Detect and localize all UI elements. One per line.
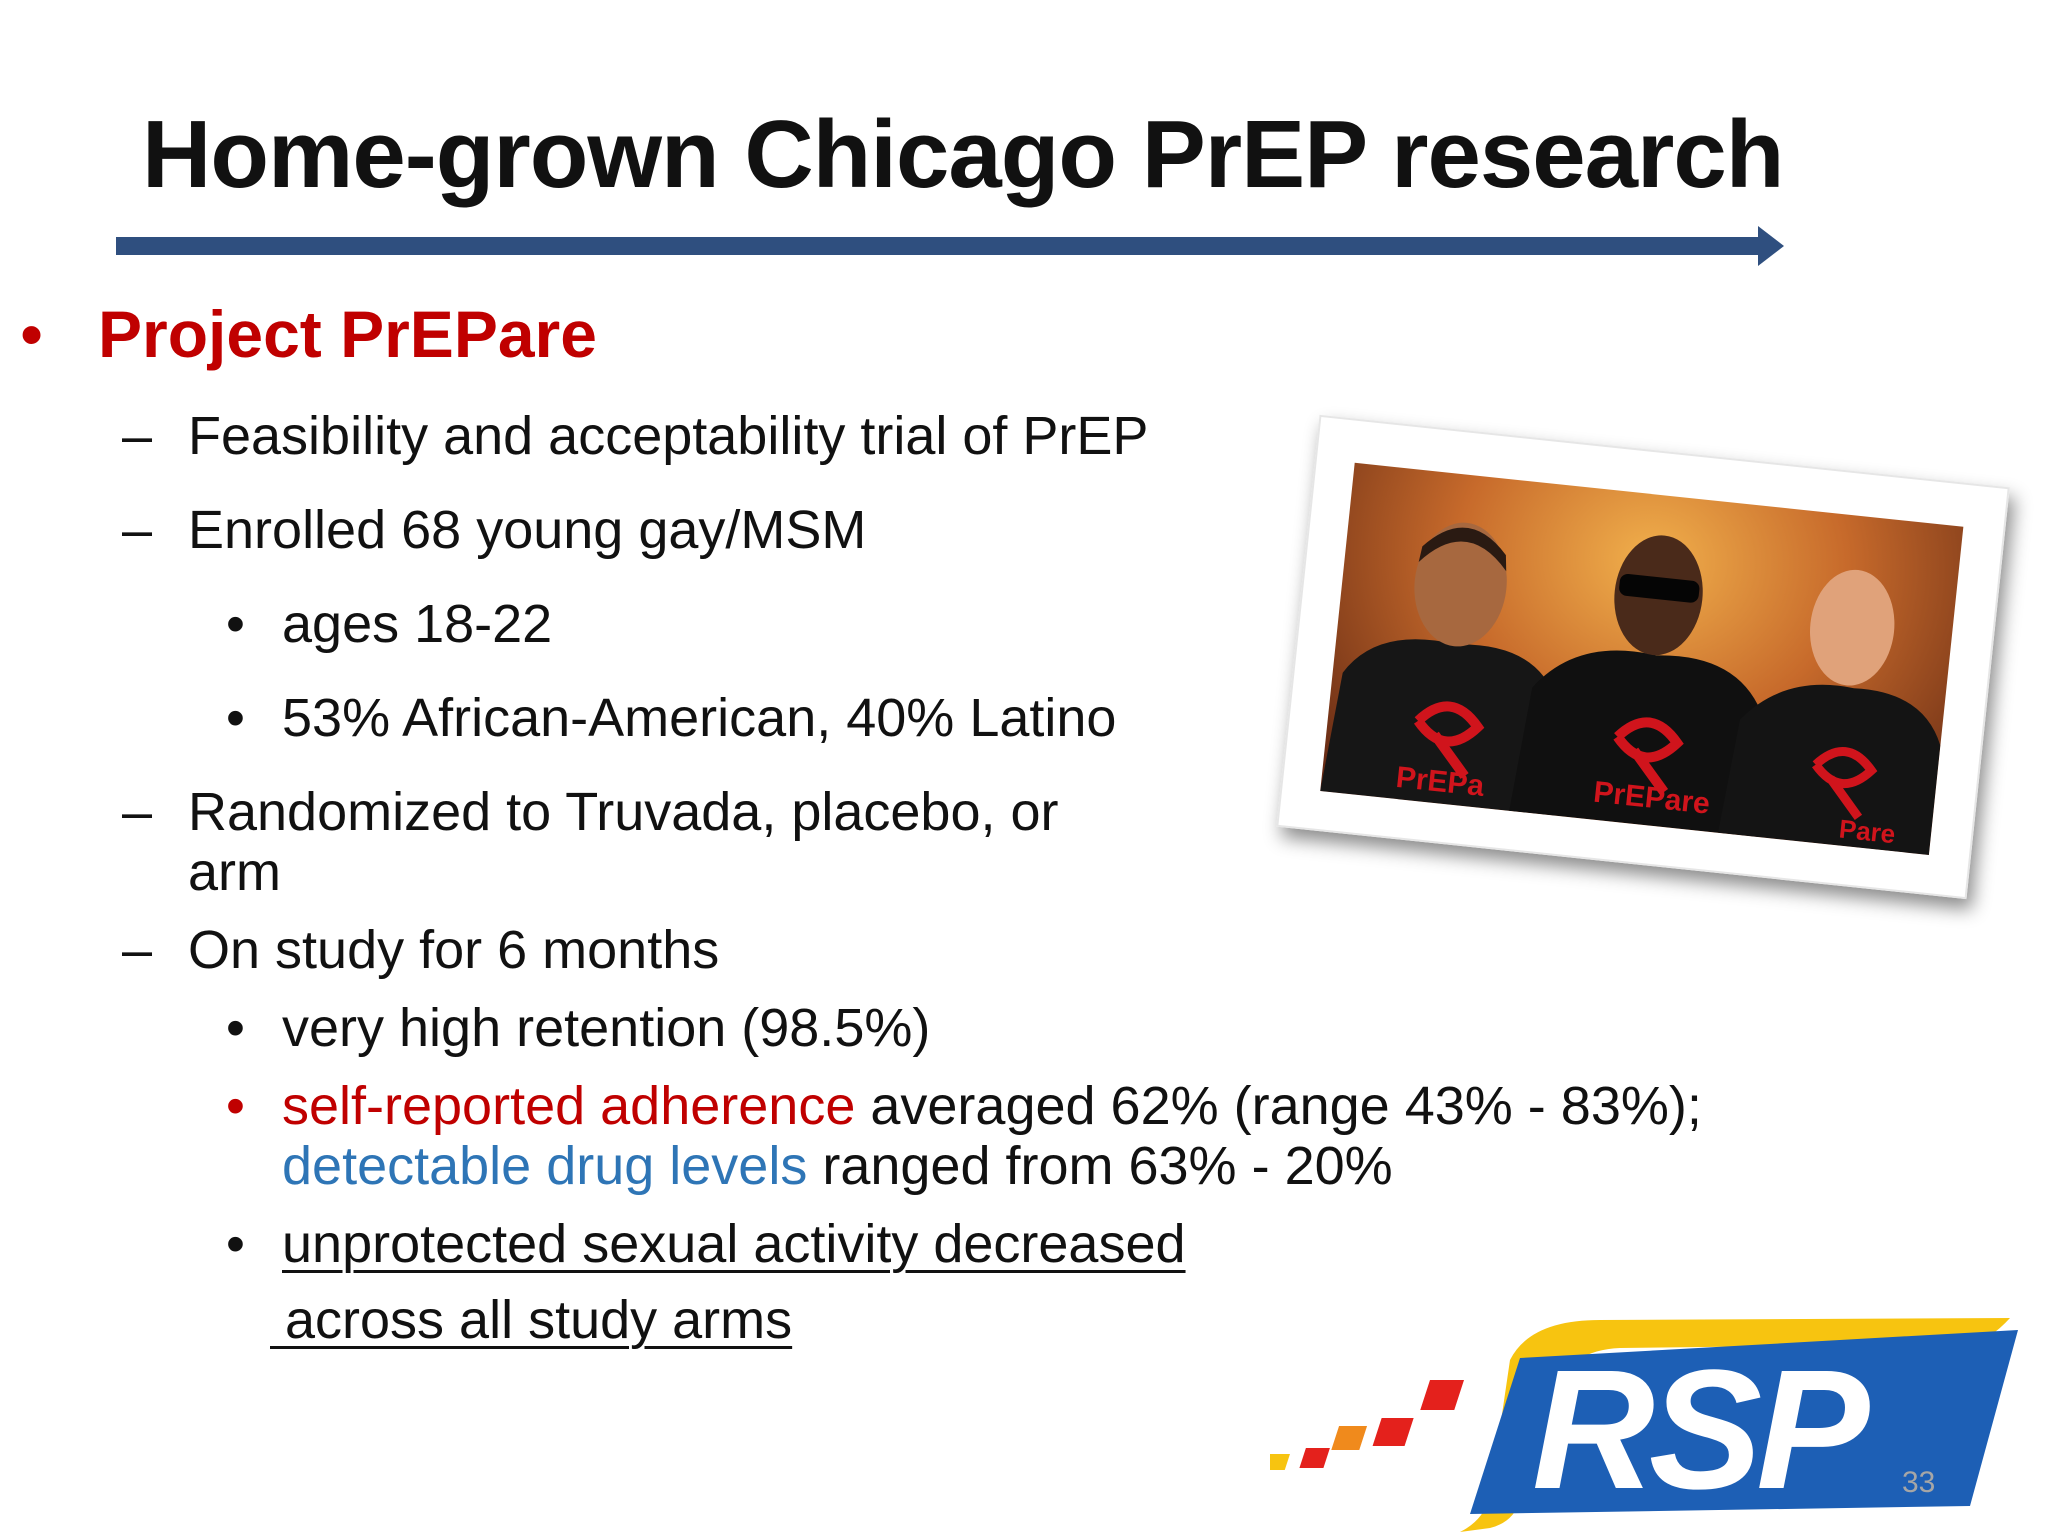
bullet-dot: •: [226, 1214, 245, 1274]
shirt-text-right: Pare: [1838, 814, 1897, 850]
item-text-continued: arm: [188, 842, 281, 902]
photo-people-illustration: PrEPa PrEPare Pare: [1320, 522, 1941, 855]
person-middle-body: [1509, 650, 1761, 837]
logo-text: RSP: [1532, 1335, 1870, 1525]
bullet-dot: •: [226, 1076, 245, 1136]
dash-marker: –: [122, 406, 153, 466]
logo-square: [1331, 1426, 1368, 1450]
underlined-text: unprotected sexual activity decreased: [282, 1214, 1186, 1274]
arrow-head: [1758, 226, 1784, 266]
arrow-shaft: [116, 237, 1762, 255]
dash-marker: –: [122, 782, 153, 842]
photo-frame: PrEPa PrEPare Pare: [1276, 414, 2010, 900]
underlined-text-continued: across all study arms: [270, 1290, 793, 1350]
person-left-head: [1414, 522, 1507, 647]
page-number: 33: [1902, 1466, 1936, 1499]
logo-square: [1372, 1418, 1414, 1446]
bullet-dot: •: [226, 688, 245, 748]
item-text: self-reported adherence averaged 62% (ra…: [282, 1076, 1702, 1136]
item-text: very high retention (98.5%): [282, 998, 931, 1058]
item-text: Enrolled 68 young gay/MSM: [188, 500, 867, 560]
highlight-blue-text: detectable drug levels: [282, 1136, 808, 1196]
logo-square: [1299, 1448, 1330, 1468]
item-text-part: ranged from 63% - 20%: [807, 1136, 1393, 1196]
item-text: ages 18-22: [282, 594, 553, 654]
item-text: 53% African-American, 40% Latino: [282, 688, 1117, 748]
bullet-dot: •: [226, 594, 245, 654]
highlight-red-text: self-reported adherence: [282, 1076, 856, 1136]
dash-marker: –: [122, 500, 153, 560]
item-text: Randomized to Truvada, placebo, or: [188, 782, 1059, 842]
logo-blue-block: [1470, 1330, 2018, 1514]
bullet-dot: •: [20, 297, 44, 371]
bullet-dot: •: [226, 998, 245, 1058]
dash-marker: –: [122, 920, 153, 980]
person-left-body: [1320, 639, 1557, 816]
title-arrow-rule: [116, 226, 1784, 266]
slide-title: Home-grown Chicago PrEP research: [142, 101, 1784, 208]
person-right-body: [1718, 684, 1941, 855]
logo-square: [1270, 1454, 1290, 1470]
rsp-logo: RSP: [1270, 1318, 2018, 1532]
group-photo: PrEPa PrEPare Pare: [1320, 462, 1964, 855]
item-text: Feasibility and acceptability trial of P…: [188, 406, 1149, 466]
item-text-part: averaged 62% (range 43% - 83%);: [855, 1076, 1702, 1136]
item-text: On study for 6 months: [188, 920, 720, 980]
person-right-head: [1810, 569, 1895, 686]
item-text-continued: detectable drug levels ranged from 63% -…: [282, 1136, 1393, 1196]
logo-square: [1420, 1380, 1465, 1410]
main-bullet-text: Project PrEPare: [98, 297, 597, 371]
